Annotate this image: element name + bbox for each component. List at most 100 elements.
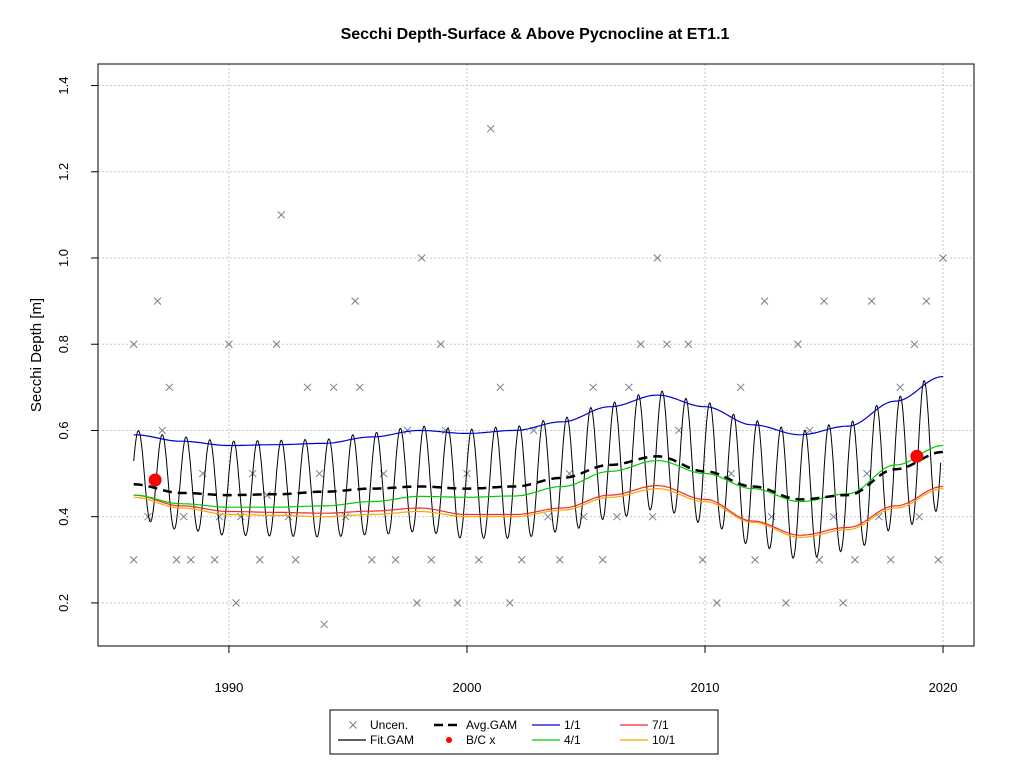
x-tick-label: 2000 <box>453 680 482 695</box>
series-line-10-1 <box>133 487 944 539</box>
legend-item: Fit.GAM <box>338 733 414 747</box>
observation-point <box>158 426 167 435</box>
legend-item: B/C x <box>446 733 495 747</box>
legend-item: 4/1 <box>532 733 581 747</box>
observation-point <box>648 512 657 521</box>
y-tick-label: 0.2 <box>56 594 71 612</box>
series-line-avg-gam <box>133 450 944 501</box>
legend-label: Avg.GAM <box>466 718 517 732</box>
legend-item: 1/1 <box>532 718 581 732</box>
observation-point <box>272 340 281 349</box>
chart-title: Secchi Depth-Surface & Above Pycnocline … <box>341 26 730 43</box>
observation-point <box>820 297 828 305</box>
observation-point <box>329 383 338 392</box>
observation-point <box>867 297 876 305</box>
series-line-4-1 <box>133 444 944 508</box>
observation-point <box>391 555 400 564</box>
legend-item: 7/1 <box>620 718 669 732</box>
observation-point <box>172 555 181 564</box>
bc-points <box>148 449 924 487</box>
observation-point <box>934 555 943 564</box>
observation-point <box>713 599 721 607</box>
observation-point <box>427 555 436 564</box>
observation-point <box>303 383 312 392</box>
observation-point <box>793 340 802 349</box>
observation-point <box>413 599 421 607</box>
legend-label: Uncen. <box>370 718 408 732</box>
observation-point <box>698 555 707 564</box>
legend-cross-marker <box>349 721 357 729</box>
observation-point <box>896 383 905 392</box>
observation-point <box>436 340 445 349</box>
grid-lines <box>98 64 974 646</box>
x-tick-label: 2020 <box>929 680 958 695</box>
observation-point <box>496 383 505 392</box>
legend-item: Avg.GAM <box>434 718 517 732</box>
fit-gam-line <box>133 380 942 559</box>
bc-point <box>910 449 924 463</box>
observation-point <box>874 512 883 521</box>
observation-point <box>910 340 919 349</box>
y-tick-label: 1.2 <box>56 163 71 181</box>
x-tick-label: 1990 <box>214 680 243 695</box>
legend-item: 10/1 <box>620 733 676 747</box>
y-tick-label: 0.6 <box>56 421 71 439</box>
observation-point <box>256 555 264 564</box>
observation-point <box>403 426 412 435</box>
observation-point <box>351 297 359 305</box>
observation-point <box>624 383 633 392</box>
observation-point <box>598 555 607 564</box>
legend-label: 4/1 <box>564 733 581 747</box>
observation-point <box>179 512 188 521</box>
series-line-1-1 <box>133 376 944 447</box>
bc-point <box>148 473 162 487</box>
observation-point <box>165 383 174 392</box>
observation-points <box>129 124 947 629</box>
observation-point <box>886 555 895 564</box>
observation-point <box>341 512 350 521</box>
observation-point <box>517 555 526 564</box>
observation-point <box>663 340 671 349</box>
legend-box <box>329 709 719 755</box>
observation-point <box>805 426 814 435</box>
observation-point <box>232 599 240 607</box>
plot-frame <box>97 63 975 647</box>
observation-point <box>320 620 328 629</box>
series-lines <box>133 376 944 559</box>
observation-point <box>453 599 462 607</box>
observation-point <box>544 512 552 521</box>
legend-label: 1/1 <box>564 718 581 732</box>
observation-point <box>144 512 152 521</box>
observation-point <box>589 383 597 392</box>
y-axis-label: Secchi Depth [m] <box>28 298 45 412</box>
y-axis: 0.2 0.4 0.6 0.8 1.0 1.2 1.4 <box>56 77 99 612</box>
y-tick-label: 0.8 <box>56 335 71 353</box>
y-tick-label: 1.4 <box>56 77 71 95</box>
observation-point <box>417 254 426 262</box>
observation-point <box>505 599 514 607</box>
observation-point <box>939 254 947 262</box>
legend-item: Uncen. <box>349 718 408 732</box>
observation-point <box>555 555 564 564</box>
observation-point <box>653 254 662 262</box>
observation-point <box>684 340 693 349</box>
observation-point <box>613 512 621 521</box>
observation-point <box>636 340 645 349</box>
x-axis: 1990 2000 2010 2020 <box>214 645 958 695</box>
legend-label: 7/1 <box>652 718 669 732</box>
observation-point <box>922 297 931 305</box>
observation-point <box>210 555 219 564</box>
observation-point <box>915 512 924 521</box>
observation-point <box>486 124 495 133</box>
observation-point <box>129 555 138 564</box>
observation-point <box>186 555 195 564</box>
x-tick-label: 2010 <box>691 680 720 695</box>
legend-label: Fit.GAM <box>370 733 414 747</box>
observation-point <box>727 469 736 478</box>
observation-point <box>315 469 324 478</box>
observation-point <box>291 555 300 564</box>
observation-point <box>367 555 376 564</box>
observation-point <box>475 555 483 564</box>
